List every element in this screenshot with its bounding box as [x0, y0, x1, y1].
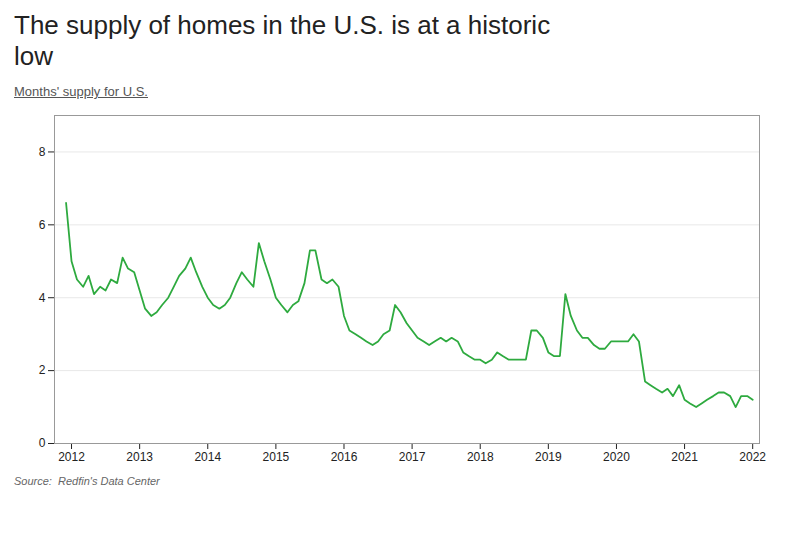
svg-text:2015: 2015	[263, 450, 290, 464]
svg-text:6: 6	[39, 218, 46, 232]
svg-text:2014: 2014	[194, 450, 221, 464]
svg-text:8: 8	[39, 145, 46, 159]
svg-text:2022: 2022	[739, 450, 766, 464]
svg-text:2018: 2018	[467, 450, 494, 464]
svg-text:2020: 2020	[603, 450, 630, 464]
svg-text:0: 0	[39, 437, 46, 451]
html-text:The supply of homes in the U.S: The supply of homes in the U.S. is at a …	[14, 10, 551, 72]
svg-text:2021: 2021	[671, 450, 698, 464]
svg-text:4: 4	[39, 291, 46, 305]
svg-text:2016: 2016	[331, 450, 358, 464]
svg-text:2: 2	[39, 364, 46, 378]
svg-text:2013: 2013	[126, 450, 153, 464]
html-text:Months' supply for U.S.: Months' supply for U.S.	[14, 84, 148, 100]
svg-text:2012: 2012	[58, 450, 85, 464]
svg-text:2019: 2019	[535, 450, 562, 464]
svg-text:2017: 2017	[399, 450, 426, 464]
html-text:Source: Redfin's Data Center: Source: Redfin's Data Center	[14, 475, 160, 488]
